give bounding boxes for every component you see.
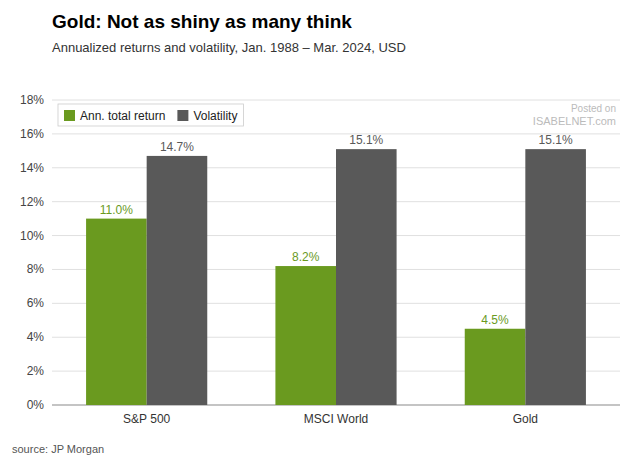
source: source: JP Morgan [12, 443, 104, 455]
y-tick-label: 8% [27, 262, 45, 276]
x-tick-label: MSCI World [304, 412, 368, 426]
y-tick-label: 0% [27, 398, 45, 412]
y-tick-label: 14% [20, 161, 44, 175]
legend-swatch [177, 110, 188, 121]
legend: Ann. total return Volatility [58, 104, 243, 126]
y-tick-label: 6% [27, 296, 45, 310]
grid-line [52, 100, 620, 101]
y-tick-label: 18% [20, 93, 44, 107]
x-tick-label: S&P 500 [123, 412, 170, 426]
y-tick-label: 2% [27, 364, 45, 378]
y-tick-label: 4% [27, 330, 45, 344]
data-label: 15.1% [349, 133, 383, 147]
y-tick-label: 10% [20, 229, 44, 243]
title: Gold: Not as shiny as many think [52, 11, 352, 32]
data-label: 11.0% [100, 203, 133, 217]
legend-frame [58, 104, 243, 126]
subtitle: Annualized returns and volatility, Jan. … [52, 40, 406, 55]
bars [86, 149, 586, 405]
y-tick-label: 12% [20, 195, 44, 209]
bar [86, 219, 147, 405]
data-label: 14.7% [160, 140, 194, 154]
bar [336, 149, 397, 405]
bar [275, 266, 336, 405]
chart: Gold: Not as shiny as many think Annualiz… [0, 0, 640, 459]
data-label: 15.1% [539, 133, 573, 147]
data-label: 8.2% [292, 250, 320, 264]
legend-label: Ann. total return [80, 109, 165, 123]
legend-label: Volatility [193, 109, 237, 123]
bar [525, 149, 586, 405]
y-tick-label: 16% [20, 127, 44, 141]
legend-swatch [64, 110, 75, 121]
bar [147, 156, 208, 405]
x-tick-label: Gold [513, 412, 538, 426]
bar [465, 329, 526, 405]
data-labels: 11.0% 14.7% 8.2% 15.1% 4.5% 15.1% [100, 133, 573, 327]
watermark: Posted on [571, 103, 616, 114]
watermark: ISABELNET.com [533, 115, 616, 127]
data-label: 4.5% [481, 313, 509, 327]
grid-line [52, 133, 620, 134]
